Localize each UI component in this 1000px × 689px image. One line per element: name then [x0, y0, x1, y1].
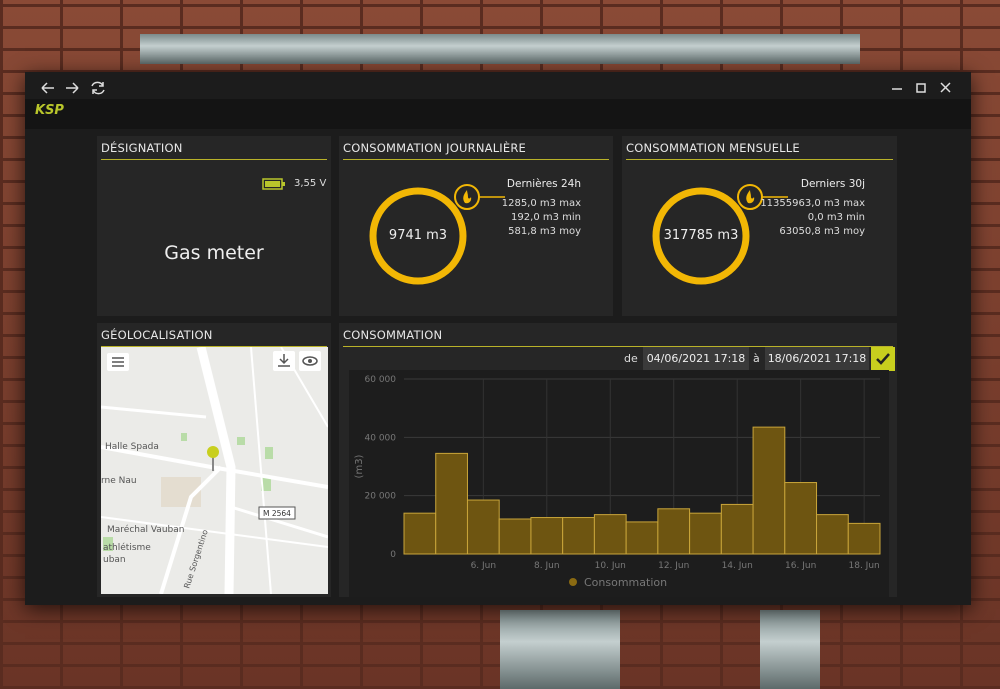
- from-label: de: [624, 352, 638, 365]
- location-pin[interactable]: [207, 446, 219, 458]
- x-tick-label: 6. Jun: [471, 561, 497, 571]
- window-controls: [892, 82, 951, 93]
- consumption-panel: CONSOMMATION de 04/06/2021 17:18 à 18/06…: [339, 323, 897, 597]
- title-underline: [101, 159, 327, 160]
- x-tick-label: 16. Jun: [785, 561, 816, 571]
- x-tick-label: 14. Jun: [722, 561, 753, 571]
- y-axis-label: (m3): [354, 454, 365, 478]
- x-tick-label: 8. Jun: [534, 561, 560, 571]
- forward-button[interactable]: [66, 82, 79, 94]
- period: Derniers 30j: [800, 178, 865, 190]
- map-label: Maréchal Vauban: [107, 524, 184, 535]
- bar: [498, 518, 532, 555]
- bar: [562, 517, 595, 555]
- x-tick-label: 10. Jun: [595, 561, 626, 571]
- legend-marker: [569, 578, 577, 586]
- pipe: [760, 610, 820, 689]
- bar: [784, 482, 818, 555]
- daily-panel: CONSOMMATION JOURNALIÈRE 9741 m3 Dernièr…: [339, 136, 613, 316]
- back-button[interactable]: [41, 82, 54, 94]
- map-label: rne Nau: [101, 476, 137, 486]
- stat-max: 1285,0 m3 max: [501, 198, 581, 209]
- bar: [593, 514, 627, 555]
- battery-icon: [262, 178, 285, 190]
- close-button[interactable]: [940, 82, 951, 93]
- bar: [847, 522, 881, 555]
- bar: [625, 521, 659, 555]
- toolbar: KSP: [25, 99, 971, 129]
- map-label: athlétisme: [103, 542, 151, 553]
- title-underline: [626, 159, 893, 160]
- stat-avg: 63050,8 m3 moy: [779, 226, 865, 237]
- gauge: [652, 184, 788, 285]
- date-to[interactable]: 18/06/2021 17:18: [765, 347, 869, 371]
- map[interactable]: Halle Spada rne Nau Maréchal Vauban athl…: [101, 347, 328, 594]
- date-from[interactable]: 04/06/2021 17:18: [643, 347, 749, 371]
- y-tick-label: 60 000: [365, 375, 397, 385]
- bar: [435, 452, 468, 555]
- stat-max: 11355963,0 m3 max: [760, 198, 865, 209]
- stat-avg: 581,8 m3 moy: [508, 226, 581, 237]
- bar: [657, 508, 691, 555]
- monthly-panel: CONSOMMATION MENSUELLE 317785 m3 Dernier…: [622, 136, 897, 316]
- bar: [720, 503, 754, 555]
- title-underline: [343, 159, 609, 160]
- designation-panel: DÉSIGNATION 3,55 V Gas meter: [97, 136, 331, 316]
- panel-title: CONSOMMATION: [343, 328, 443, 342]
- device-name: Gas meter: [164, 242, 264, 264]
- gauge-value: 9741 m3: [388, 228, 448, 243]
- refresh-button[interactable]: [91, 81, 105, 95]
- bar: [466, 499, 500, 555]
- geolocation-panel: GÉOLOCALISATION: [97, 323, 331, 597]
- y-tick-label: 40 000: [365, 433, 397, 443]
- y-tick-label: 20 000: [365, 492, 397, 502]
- bar: [530, 517, 564, 555]
- panel-title: CONSOMMATION JOURNALIÈRE: [343, 141, 527, 155]
- y-tick-label: 0: [390, 550, 396, 560]
- x-tick-label: 12. Jun: [658, 561, 689, 571]
- map-label: Halle Spada: [105, 442, 159, 452]
- logo[interactable]: KSP: [35, 103, 64, 118]
- panel-title: DÉSIGNATION: [101, 141, 183, 155]
- chart: 0 20 000 40 000 60 000 (m3) 6. Jun 8. Jun 10. J…: [349, 370, 889, 597]
- stat-min: 0,0 m3 min: [807, 212, 865, 223]
- panel-title: CONSOMMATION MENSUELLE: [626, 141, 800, 155]
- battery-voltage: 3,55 V: [294, 178, 327, 189]
- legend-label: Consommation: [584, 576, 667, 589]
- gauge-value: 317785 m3: [663, 228, 739, 243]
- gauge: [369, 184, 505, 285]
- to-label: à: [753, 352, 760, 365]
- apply-button[interactable]: [871, 347, 895, 371]
- road-shield: M 2564: [263, 509, 291, 518]
- bar: [689, 512, 722, 555]
- bar: [752, 426, 786, 555]
- maximize-button[interactable]: [916, 83, 926, 93]
- map-label: uban: [103, 555, 126, 565]
- pipe: [500, 610, 620, 689]
- period: Dernières 24h: [506, 178, 581, 190]
- pipe: [140, 34, 860, 64]
- bar: [403, 512, 437, 555]
- title-underline: [101, 346, 327, 347]
- bar: [816, 514, 849, 555]
- stat-min: 192,0 m3 min: [511, 212, 581, 223]
- title-underline: [343, 346, 893, 347]
- panel-title: GÉOLOCALISATION: [101, 328, 213, 342]
- nav-buttons: [41, 81, 105, 95]
- x-tick-label: 18. Jun: [849, 561, 880, 571]
